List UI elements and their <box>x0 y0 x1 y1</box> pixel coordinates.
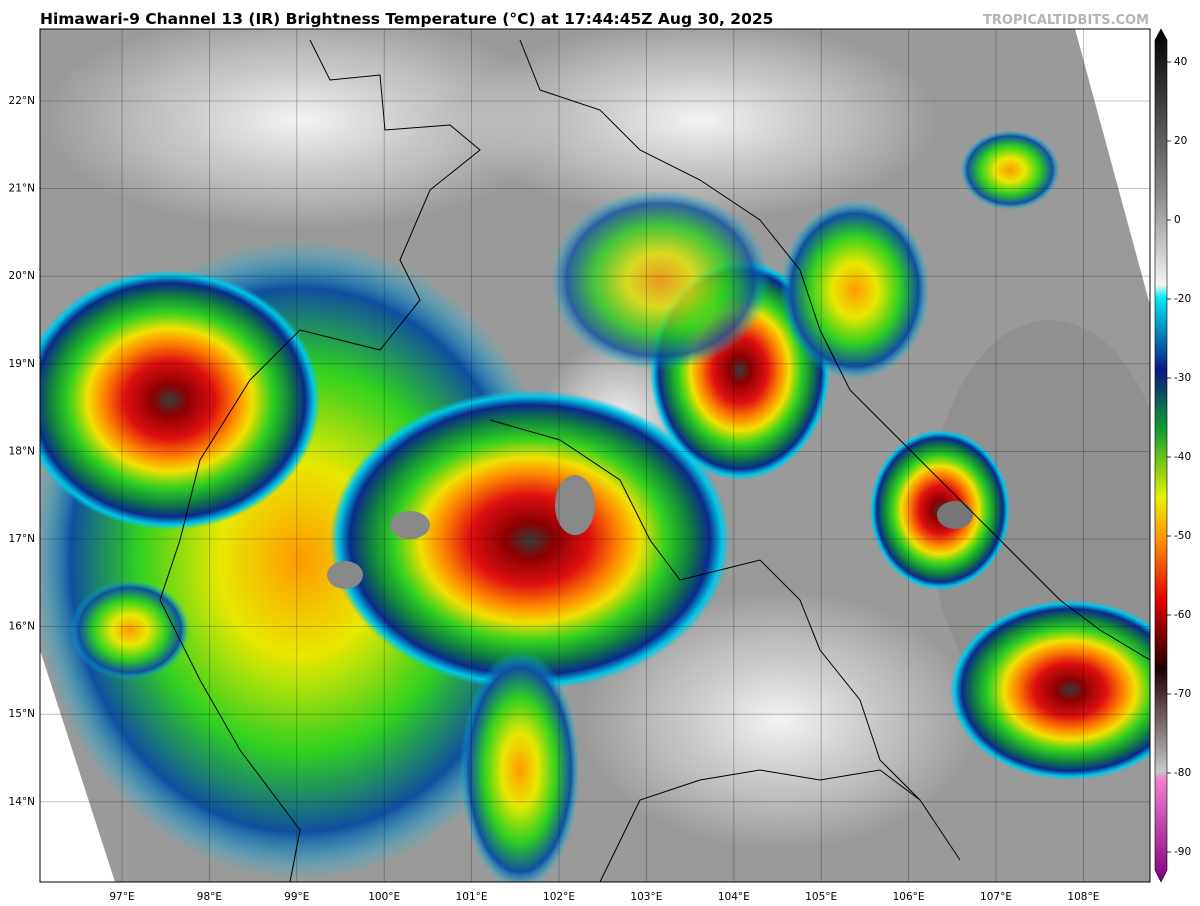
longitude-label: 104°E <box>718 891 750 903</box>
latitude-label: 19°N <box>9 358 35 370</box>
longitude-label: 97°E <box>109 891 134 903</box>
longitude-label: 105°E <box>805 891 837 903</box>
latitude-label: 21°N <box>9 183 35 195</box>
longitude-label: 101°E <box>456 891 488 903</box>
title: Himawari-9 Channel 13 (IR) Brightness Te… <box>40 10 773 28</box>
satellite-imagery <box>40 29 1150 882</box>
colorbar-tick-label: -60 <box>1174 609 1191 621</box>
latitude-label: 20°N <box>9 270 35 282</box>
longitude-label: 103°E <box>630 891 662 903</box>
colorbar-tick-label: -20 <box>1174 293 1191 305</box>
colorbar-ticks: 40 20 0 -20 -30 -40 -50 -60 -70 -80 -90 <box>1167 56 1191 858</box>
latitude-label: 22°N <box>9 95 35 107</box>
colorbar-tick-label: -30 <box>1174 372 1191 384</box>
colorbar-tick-label: -50 <box>1174 530 1191 542</box>
latitude-label: 14°N <box>9 796 35 808</box>
longitude-label: 100°E <box>368 891 400 903</box>
colorbar-tick-label: -80 <box>1174 767 1191 779</box>
axis-labels: 22°N 21°N 20°N 19°N 18°N 17°N 16°N 15°N 14°N 97°E… <box>9 95 1100 903</box>
colorbar-tick-label: 40 <box>1174 56 1187 68</box>
longitude-label: 99°E <box>284 891 309 903</box>
colorbar-tick-label: -90 <box>1174 846 1191 858</box>
colorbar-tick-label: -70 <box>1174 688 1191 700</box>
latitude-label: 18°N <box>9 445 35 457</box>
colorbar-tick-label: -40 <box>1174 451 1191 463</box>
colorbar-tick-label: 0 <box>1174 214 1181 226</box>
watermark: TROPICALTIDBITS.COM <box>983 13 1149 28</box>
colorbar <box>1154 28 1168 883</box>
latitude-label: 17°N <box>9 533 35 545</box>
colorbar-tick-label: 20 <box>1174 135 1187 147</box>
map-frame <box>39 28 1151 883</box>
longitude-label: 98°E <box>197 891 222 903</box>
latitude-label: 16°N <box>9 621 35 633</box>
latitude-label: 15°N <box>9 708 35 720</box>
longitude-label: 107°E <box>980 891 1012 903</box>
graticule <box>40 29 1150 882</box>
longitude-label: 102°E <box>543 891 575 903</box>
longitude-label: 106°E <box>893 891 925 903</box>
longitude-label: 108°E <box>1067 891 1099 903</box>
